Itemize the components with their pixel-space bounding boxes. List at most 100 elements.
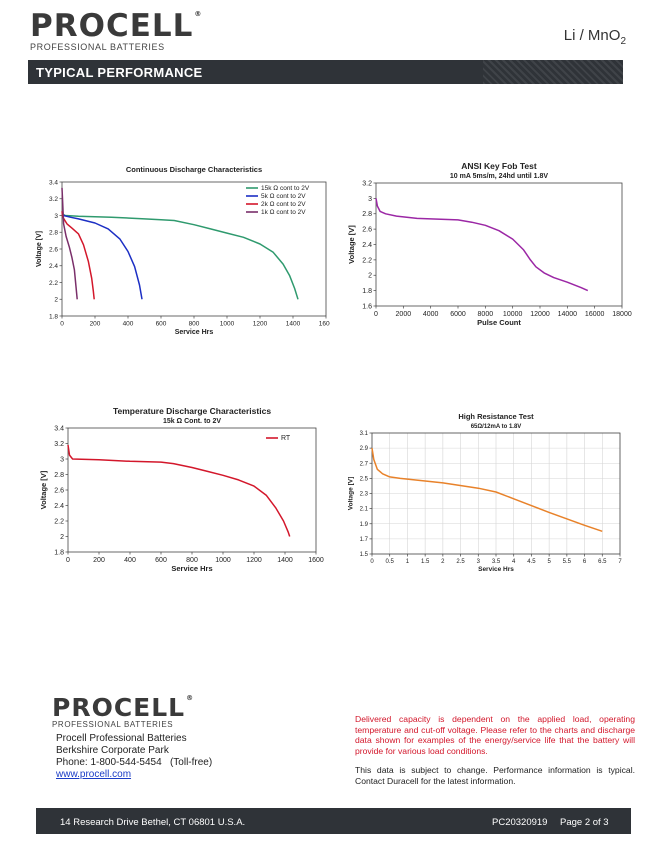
x-tick-label: 0	[66, 557, 70, 564]
chart-keyfob: ANSI Key Fob Test 10 mA 5ms/m, 24hd until…	[347, 161, 632, 327]
x-tick-label: 2	[441, 559, 445, 565]
y-tick-label: 2.6	[49, 246, 58, 253]
x-tick-label: 12000	[530, 311, 550, 318]
x-tick-label: 1600	[319, 321, 330, 328]
x-tick-label: 200	[93, 557, 105, 564]
x-tick-label: 1000	[220, 321, 235, 328]
y-axis-label: Voltage [V]	[39, 470, 48, 509]
y-tick-label: 1.9	[360, 522, 369, 528]
x-tick-label: 3.5	[492, 559, 501, 565]
y-tick-label: 2.5	[360, 476, 369, 482]
x-tick-label: 1	[406, 559, 410, 565]
series-line	[67, 444, 291, 537]
x-axis-label: Service Hrs	[175, 329, 214, 336]
x-tick-label: 800	[189, 321, 200, 328]
x-tick-label: 0	[374, 311, 378, 318]
y-tick-label: 2.7	[360, 461, 369, 467]
series-line	[375, 198, 589, 292]
chart-title: Temperature Discharge Characteristics	[113, 406, 271, 416]
legend-entry: RT	[281, 435, 291, 442]
page-number: Page 2 of 3	[560, 817, 609, 828]
y-tick-label: 1.6	[362, 303, 372, 310]
contact-phone: Phone: 1-800-544-5454 (Toll-free)	[56, 757, 213, 768]
x-axis-label: Service Hrs	[478, 566, 514, 573]
y-tick-label: 2.2	[54, 518, 64, 525]
x-tick-label: 800	[186, 557, 198, 564]
bottom-bar: 14 Research Drive Bethel, CT 06801 U.S.A…	[36, 808, 631, 834]
x-tick-label: 4000	[423, 311, 439, 318]
chart-title: High Resistance Test	[458, 412, 534, 421]
section-title: TYPICAL PERFORMANCE	[36, 65, 203, 80]
x-tick-label: 400	[124, 557, 136, 564]
y-tick-label: 3	[60, 456, 64, 463]
x-tick-label: 3	[477, 559, 481, 565]
x-tick-label: 1000	[215, 557, 231, 564]
y-tick-label: 2	[368, 273, 372, 280]
plot-frame	[375, 182, 623, 307]
legend-entry: 5k Ω cont to 2V	[261, 193, 306, 200]
y-tick-label: 1.8	[49, 313, 58, 320]
y-tick-label: 3.2	[362, 180, 372, 187]
y-tick-label: 2.4	[362, 242, 372, 249]
y-tick-label: 2.6	[54, 487, 64, 494]
series-line	[61, 187, 78, 300]
x-tick-label: 600	[156, 321, 167, 328]
x-tick-label: 5	[547, 559, 551, 565]
footer-brand-name: PROCELL	[52, 693, 186, 722]
contact-address: Berkshire Corporate Park	[56, 745, 169, 756]
chart-subtitle: 10 mA 5ms/m, 24hd until 1.8V	[450, 173, 548, 180]
x-tick-label: 8000	[478, 311, 494, 318]
chart-temperature: Temperature Discharge Characteristics 15k…	[39, 406, 324, 573]
y-axis-label: Voltage [V]	[36, 231, 43, 267]
x-tick-label: 16000	[585, 311, 605, 318]
brand-logo: PROCELL®	[30, 11, 202, 42]
plot-frame	[67, 427, 317, 553]
footer-brand-reg: ®	[186, 694, 195, 702]
y-tick-label: 2.1	[360, 507, 369, 513]
y-tick-label: 1.5	[360, 552, 369, 558]
disclaimer-capacity: Delivered capacity is dependent on the a…	[355, 714, 635, 756]
x-tick-label: 4	[512, 559, 516, 565]
y-tick-label: 1.8	[362, 288, 372, 295]
x-tick-label: 2000	[396, 311, 412, 318]
chart-subtitle: 65Ω/12mA to 1.8V	[471, 424, 522, 430]
x-tick-label: 2.5	[456, 559, 465, 565]
x-tick-label: 1400	[286, 321, 301, 328]
x-tick-label: 600	[155, 557, 167, 564]
y-tick-label: 2.4	[49, 263, 58, 270]
x-tick-label: 6	[583, 559, 587, 565]
y-tick-label: 2.2	[362, 257, 372, 264]
x-tick-label: 1.5	[421, 559, 430, 565]
series-line	[371, 447, 603, 533]
contact-info: Procell Professional Batteries Berkshire…	[56, 733, 212, 781]
y-tick-label: 2	[54, 297, 58, 304]
y-tick-label: 3.4	[49, 179, 58, 186]
x-tick-label: 14000	[558, 311, 578, 318]
y-tick-label: 3.4	[54, 425, 64, 432]
y-tick-label: 3	[54, 213, 58, 220]
disclaimer: Delivered capacity is dependent on the a…	[355, 714, 635, 786]
y-tick-label: 2.6	[362, 227, 372, 234]
brand-name: PROCELL	[30, 8, 194, 44]
x-tick-label: 0.5	[386, 559, 395, 565]
x-tick-label: 0	[370, 559, 374, 565]
y-tick-label: 3	[368, 196, 372, 203]
y-tick-label: 1.7	[360, 537, 369, 543]
y-tick-label: 3.1	[360, 431, 369, 437]
y-tick-label: 2.8	[362, 211, 372, 218]
chart-highres: High Resistance Test 65Ω/12mA to 1.8V 0 0.5…	[347, 412, 622, 573]
y-tick-label: 2.4	[54, 503, 64, 510]
x-axis-label: Pulse Count	[477, 318, 521, 327]
x-tick-label: 6.5	[598, 559, 607, 565]
x-tick-label: 18000	[612, 311, 632, 318]
x-axis-label: Service Hrs	[171, 564, 212, 573]
chart-continuous: Continuous Discharge Characteristics 0 200…	[36, 165, 330, 336]
series-line	[61, 213, 299, 300]
chart-title: Continuous Discharge Characteristics	[126, 165, 262, 174]
y-tick-label: 2.8	[49, 230, 58, 237]
y-tick-label: 3.2	[49, 196, 58, 203]
legend-entry: 1k Ω cont to 2V	[261, 209, 306, 216]
website-link[interactable]: www.procell.com	[56, 769, 132, 780]
x-tick-label: 1200	[246, 557, 262, 564]
brand-reg: ®	[194, 10, 203, 18]
